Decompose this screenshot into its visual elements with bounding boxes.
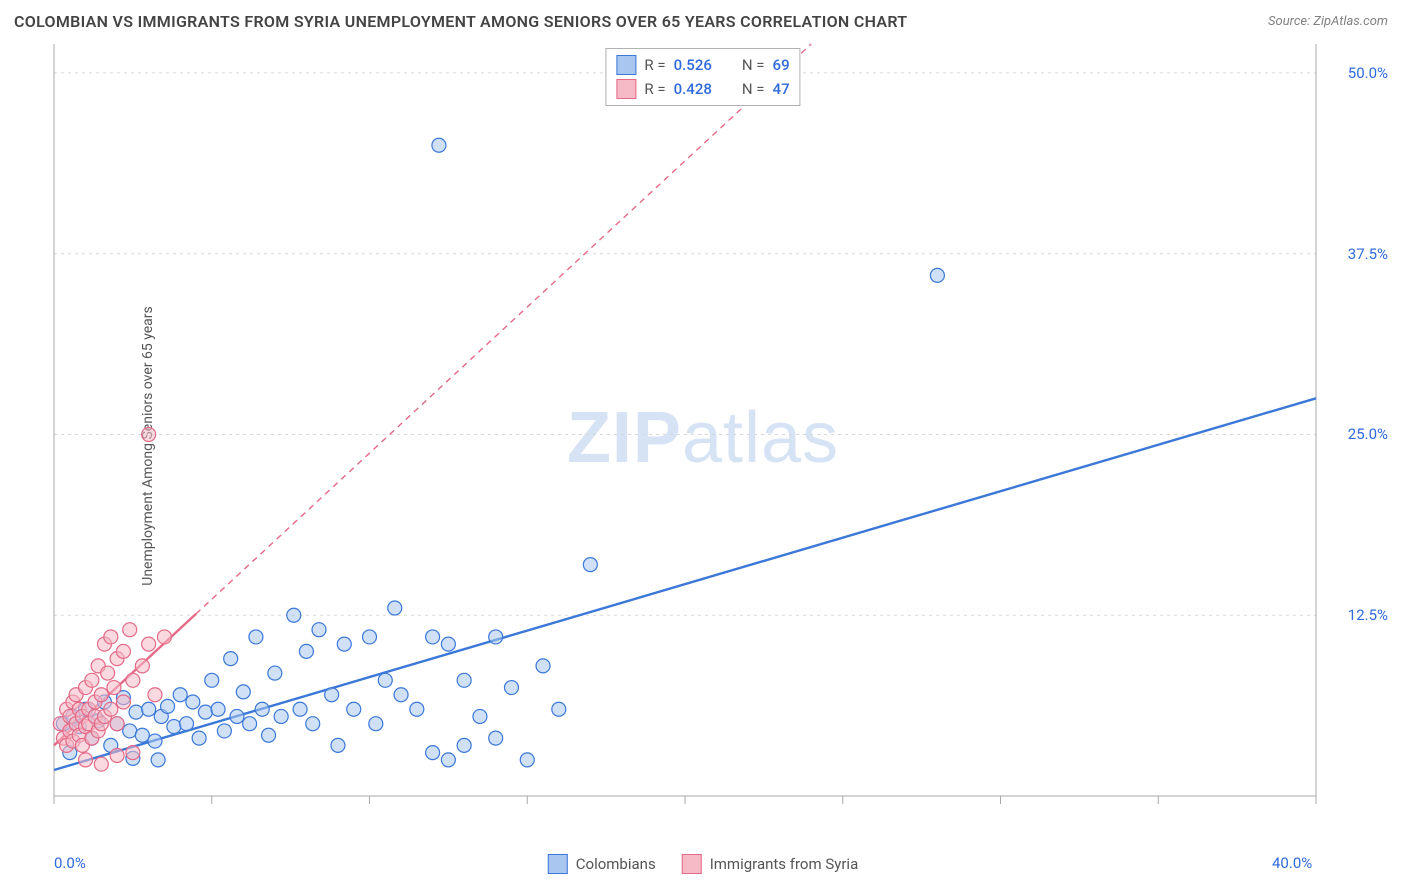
n-label: N =: [742, 53, 765, 77]
y-tick-label: 37.5%: [1348, 245, 1388, 263]
source-attribution: Source: ZipAtlas.com: [1268, 14, 1388, 29]
n-value-colombians: 69: [773, 53, 790, 77]
y-tick-label: 12.5%: [1348, 606, 1388, 624]
n-value-syria: 47: [773, 77, 790, 101]
r-value-colombians: 0.526: [674, 53, 712, 77]
legend-label: Immigrants from Syria: [710, 855, 859, 873]
legend-label: Colombians: [576, 855, 656, 873]
chart-title: COLOMBIAN VS IMMIGRANTS FROM SYRIA UNEMP…: [14, 12, 907, 31]
x-tick-label: 40.0%: [1272, 854, 1312, 872]
r-value-syria: 0.428: [674, 77, 712, 101]
x-tick-label: 0.0%: [54, 854, 86, 872]
swatch-pink: [616, 79, 636, 99]
scatter-chart: [48, 40, 1388, 840]
legend-row-colombians: R = 0.526 N = 69: [616, 53, 789, 77]
n-label: N =: [742, 77, 765, 101]
y-tick-label: 25.0%: [1348, 425, 1388, 443]
legend-item-colombians: Colombians: [548, 854, 656, 874]
swatch-blue: [616, 55, 636, 75]
swatch-blue: [548, 854, 568, 874]
r-label: R =: [644, 53, 665, 77]
swatch-pink: [682, 854, 702, 874]
y-tick-label: 50.0%: [1348, 64, 1388, 82]
legend-item-syria: Immigrants from Syria: [682, 854, 859, 874]
r-label: R =: [644, 77, 665, 101]
correlation-legend: R = 0.526 N = 69 R = 0.428 N = 47: [605, 48, 800, 106]
series-legend: Colombians Immigrants from Syria: [548, 854, 858, 874]
legend-row-syria: R = 0.428 N = 47: [616, 77, 789, 101]
